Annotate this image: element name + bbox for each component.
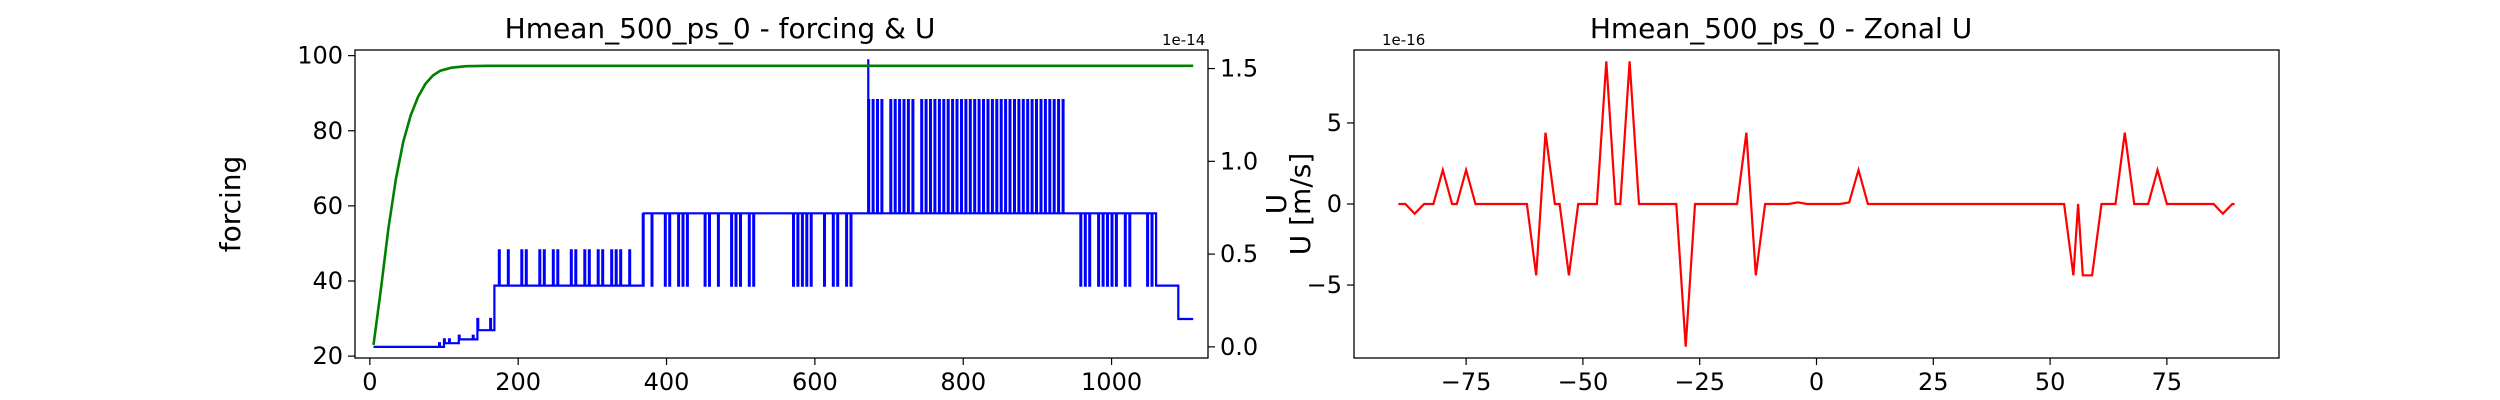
zonal-xtick-label: 0 [1809, 368, 1824, 396]
zonal-xtick-label: 75 [2152, 368, 2183, 396]
forcing-ytick-label: 100 [297, 42, 343, 70]
zonal-ytick-label: 0 [1327, 190, 1342, 218]
u-series-line [373, 99, 1194, 348]
zonal-u-chart-y-offset: 1e-16 [1382, 31, 1425, 49]
forcing-chart-marks [372, 59, 1194, 348]
zonal-xtick-label: −75 [1441, 368, 1492, 396]
zonal-u-chart-title: Hmean_500_ps_0 - Zonal U [1590, 12, 1972, 45]
u-ytick-label: 0.0 [1220, 333, 1258, 361]
forcing-ytick-label: 20 [312, 342, 343, 370]
zonal-u-chart-axes: −75 −50 −25 0 25 50 75−505 [1307, 109, 2183, 396]
forcing-ytick-label: 40 [312, 267, 343, 295]
forcing-chart-y2-offset: 1e-14 [1162, 31, 1205, 49]
u-ytick-label: 1.5 [1220, 55, 1258, 83]
zonal-u-chart-frame [1353, 49, 2280, 359]
zonal-u-chart-marks [1398, 61, 2235, 347]
zonal-xtick-label: 25 [1918, 368, 1949, 396]
zonal-xtick-label: −50 [1558, 368, 1609, 396]
forcing-chart-frame [354, 49, 1209, 359]
forcing-xtick-label: 200 [495, 368, 541, 396]
u-ytick-label: 1.0 [1220, 147, 1258, 175]
zonal-xtick-label: 50 [2035, 368, 2066, 396]
forcing-xtick-label: 1000 [1081, 368, 1142, 396]
zonal-u-chart-ylabel: U [m/s] [1284, 153, 1317, 256]
forcing-xtick-label: 600 [792, 368, 838, 396]
u-ytick-label: 0.5 [1220, 240, 1258, 268]
zonal-u-series-line [1398, 61, 2235, 347]
forcing-series-line [372, 64, 1194, 346]
zonal-ytick-label: 5 [1327, 109, 1342, 137]
forcing-ytick-label: 60 [312, 192, 343, 220]
forcing-chart-y2label: U [1260, 194, 1293, 215]
zonal-xtick-label: −25 [1674, 368, 1725, 396]
forcing-chart: Hmean_500_ps_0 - forcing & U 0 200 400 600 8… [214, 12, 1293, 396]
forcing-chart-title: Hmean_500_ps_0 - forcing & U [505, 12, 936, 45]
forcing-xtick-label: 800 [940, 368, 986, 396]
forcing-chart-axes: 0 200 400 600 800 1000 20 40 60 80 100 0.0 0.5 1.0 1.5 [297, 42, 1258, 396]
forcing-xtick-label: 0 [362, 368, 377, 396]
zonal-ytick-label: −5 [1307, 271, 1342, 299]
forcing-ytick-label: 80 [312, 117, 343, 145]
forcing-xtick-label: 400 [644, 368, 690, 396]
zonal-u-chart: Hmean_500_ps_0 - Zonal U −75 −50 −25 0 25 50 7… [1284, 12, 2280, 396]
forcing-chart-ylabel: forcing [214, 156, 247, 253]
